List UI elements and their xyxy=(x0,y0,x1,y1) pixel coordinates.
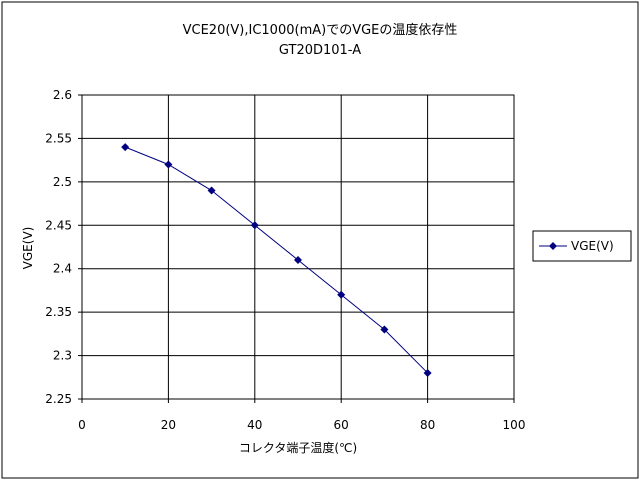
data-point xyxy=(380,325,389,334)
data-point xyxy=(121,143,130,152)
y-tick-label: 2.25 xyxy=(45,392,72,406)
plot-area: 0 20 40 60 80 100 2.25 2.3 2.35 2.4 2.45 2.5 2.55 2.6 xyxy=(45,88,525,432)
y-tick-label: 2.4 xyxy=(53,262,72,276)
data-point xyxy=(337,290,346,299)
legend: VGE(V) xyxy=(532,230,632,262)
y-tick-label: 2.35 xyxy=(45,305,72,319)
data-point xyxy=(207,186,216,195)
x-tick-label: 80 xyxy=(420,418,435,432)
y-tick-label: 2.6 xyxy=(53,88,72,102)
plot-frame xyxy=(81,94,515,400)
y-tick-label: 2.55 xyxy=(45,131,72,145)
data-point xyxy=(423,368,432,377)
chart-subtitle: GT20D101-A xyxy=(279,43,361,58)
x-tick-label: 100 xyxy=(503,418,526,432)
plot-background xyxy=(82,95,514,399)
x-tick-label: 60 xyxy=(334,418,349,432)
x-tick-label: 0 xyxy=(78,418,86,432)
x-axis-label: コレクタ端子温度(℃) xyxy=(239,440,357,455)
y-tick-label: 2.3 xyxy=(53,349,72,363)
data-point xyxy=(250,221,259,230)
chart-title: VCE20(V),IC1000(mA)でのVGEの温度依存性 xyxy=(183,22,458,38)
y-axis-label: VGE(V) xyxy=(21,227,35,270)
data-point xyxy=(164,160,173,169)
y-tick-label: 2.45 xyxy=(45,218,72,232)
y-tick-label: 2.5 xyxy=(53,175,72,189)
x-tick-label: 40 xyxy=(247,418,262,432)
data-point xyxy=(294,256,302,265)
series-line xyxy=(125,146,428,374)
legend-marker xyxy=(549,242,557,250)
legend-label: VGE(V) xyxy=(571,239,614,253)
x-tick-label: 20 xyxy=(161,418,176,432)
